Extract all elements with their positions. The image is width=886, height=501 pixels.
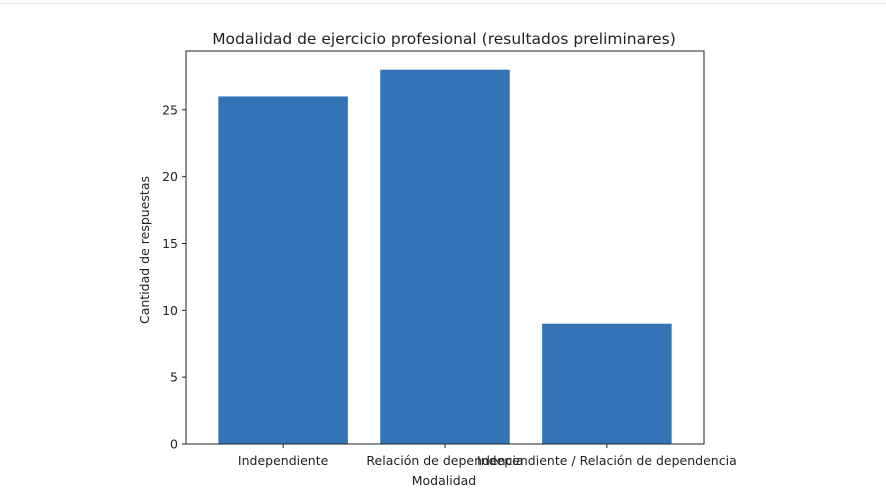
x-tick-label-2: Independiente / Relación de dependencia xyxy=(477,453,737,468)
x-axis-label: Modalidad xyxy=(412,473,477,488)
plot-area: Independiente Relación de dependenciaInde… xyxy=(162,50,737,468)
y-tick-label-0: 0 xyxy=(170,437,178,452)
y-axis-label: Cantidad de respuestas xyxy=(137,176,152,324)
y-tick-label-5: 25 xyxy=(162,102,178,117)
plot-frame xyxy=(185,50,705,445)
bar-2 xyxy=(542,323,672,444)
y-tick-label-3: 15 xyxy=(162,236,178,251)
bar-1 xyxy=(380,69,510,444)
y-tick-label-2: 10 xyxy=(162,303,178,318)
y-tick-label-1: 5 xyxy=(170,370,178,385)
chart-title: Modalidad de ejercicio profesional (resu… xyxy=(212,30,676,48)
y-tick-label-4: 20 xyxy=(162,169,178,184)
x-tick-label-1: Relación de dependencia xyxy=(366,453,523,468)
bar-0 xyxy=(218,96,348,445)
x-tick-label-0: Independiente xyxy=(238,453,329,468)
